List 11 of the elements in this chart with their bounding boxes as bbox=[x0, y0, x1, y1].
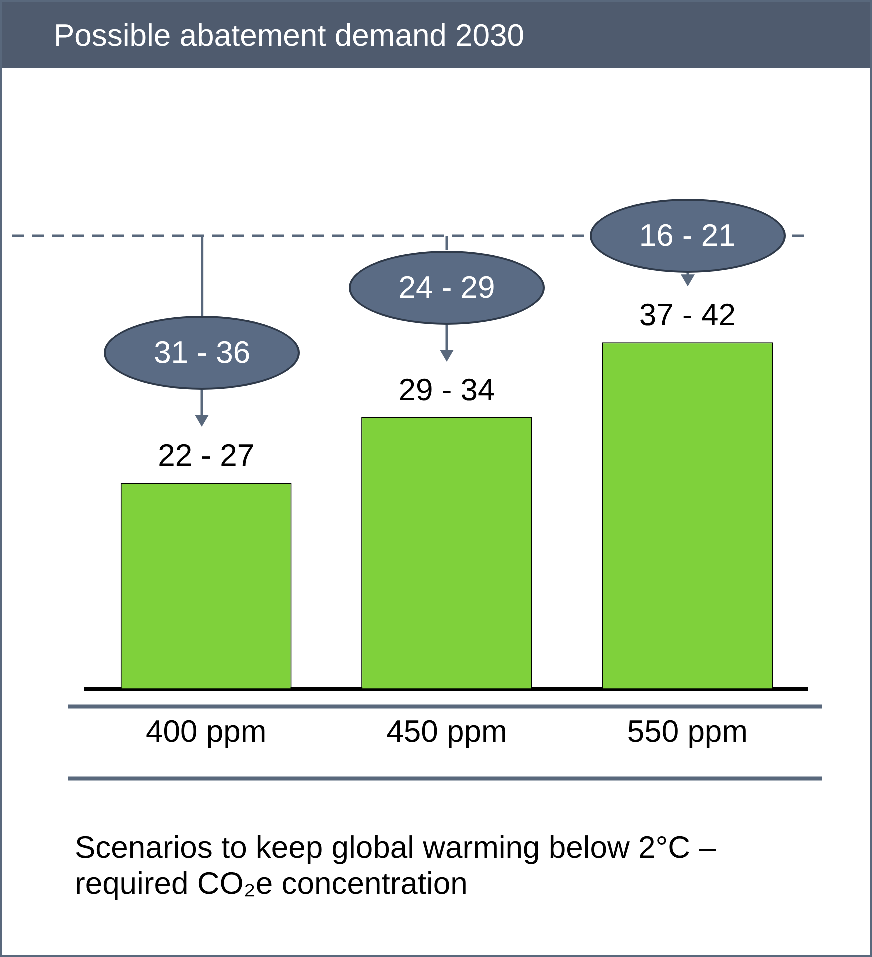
data-label: 37 - 42 bbox=[639, 298, 736, 333]
data-label: 22 - 27 bbox=[158, 438, 255, 474]
x-tick-label: 550 ppm bbox=[627, 714, 748, 749]
data-label: 29 - 34 bbox=[398, 372, 496, 408]
x-axis-title: Scenarios to keep global warming below 2°C – required CO₂e concentration bbox=[75, 830, 718, 902]
x-tick-label: 400 ppm bbox=[146, 714, 267, 749]
x-tick-label: 450 ppm bbox=[386, 714, 508, 749]
chart-title: Possible abatement demand 2030 bbox=[2, 2, 870, 68]
callout-bubble: 16 - 21 bbox=[590, 199, 786, 273]
callout-bubble: 24 - 29 bbox=[349, 250, 545, 324]
callout-bubble: 31 - 36 bbox=[104, 316, 300, 390]
